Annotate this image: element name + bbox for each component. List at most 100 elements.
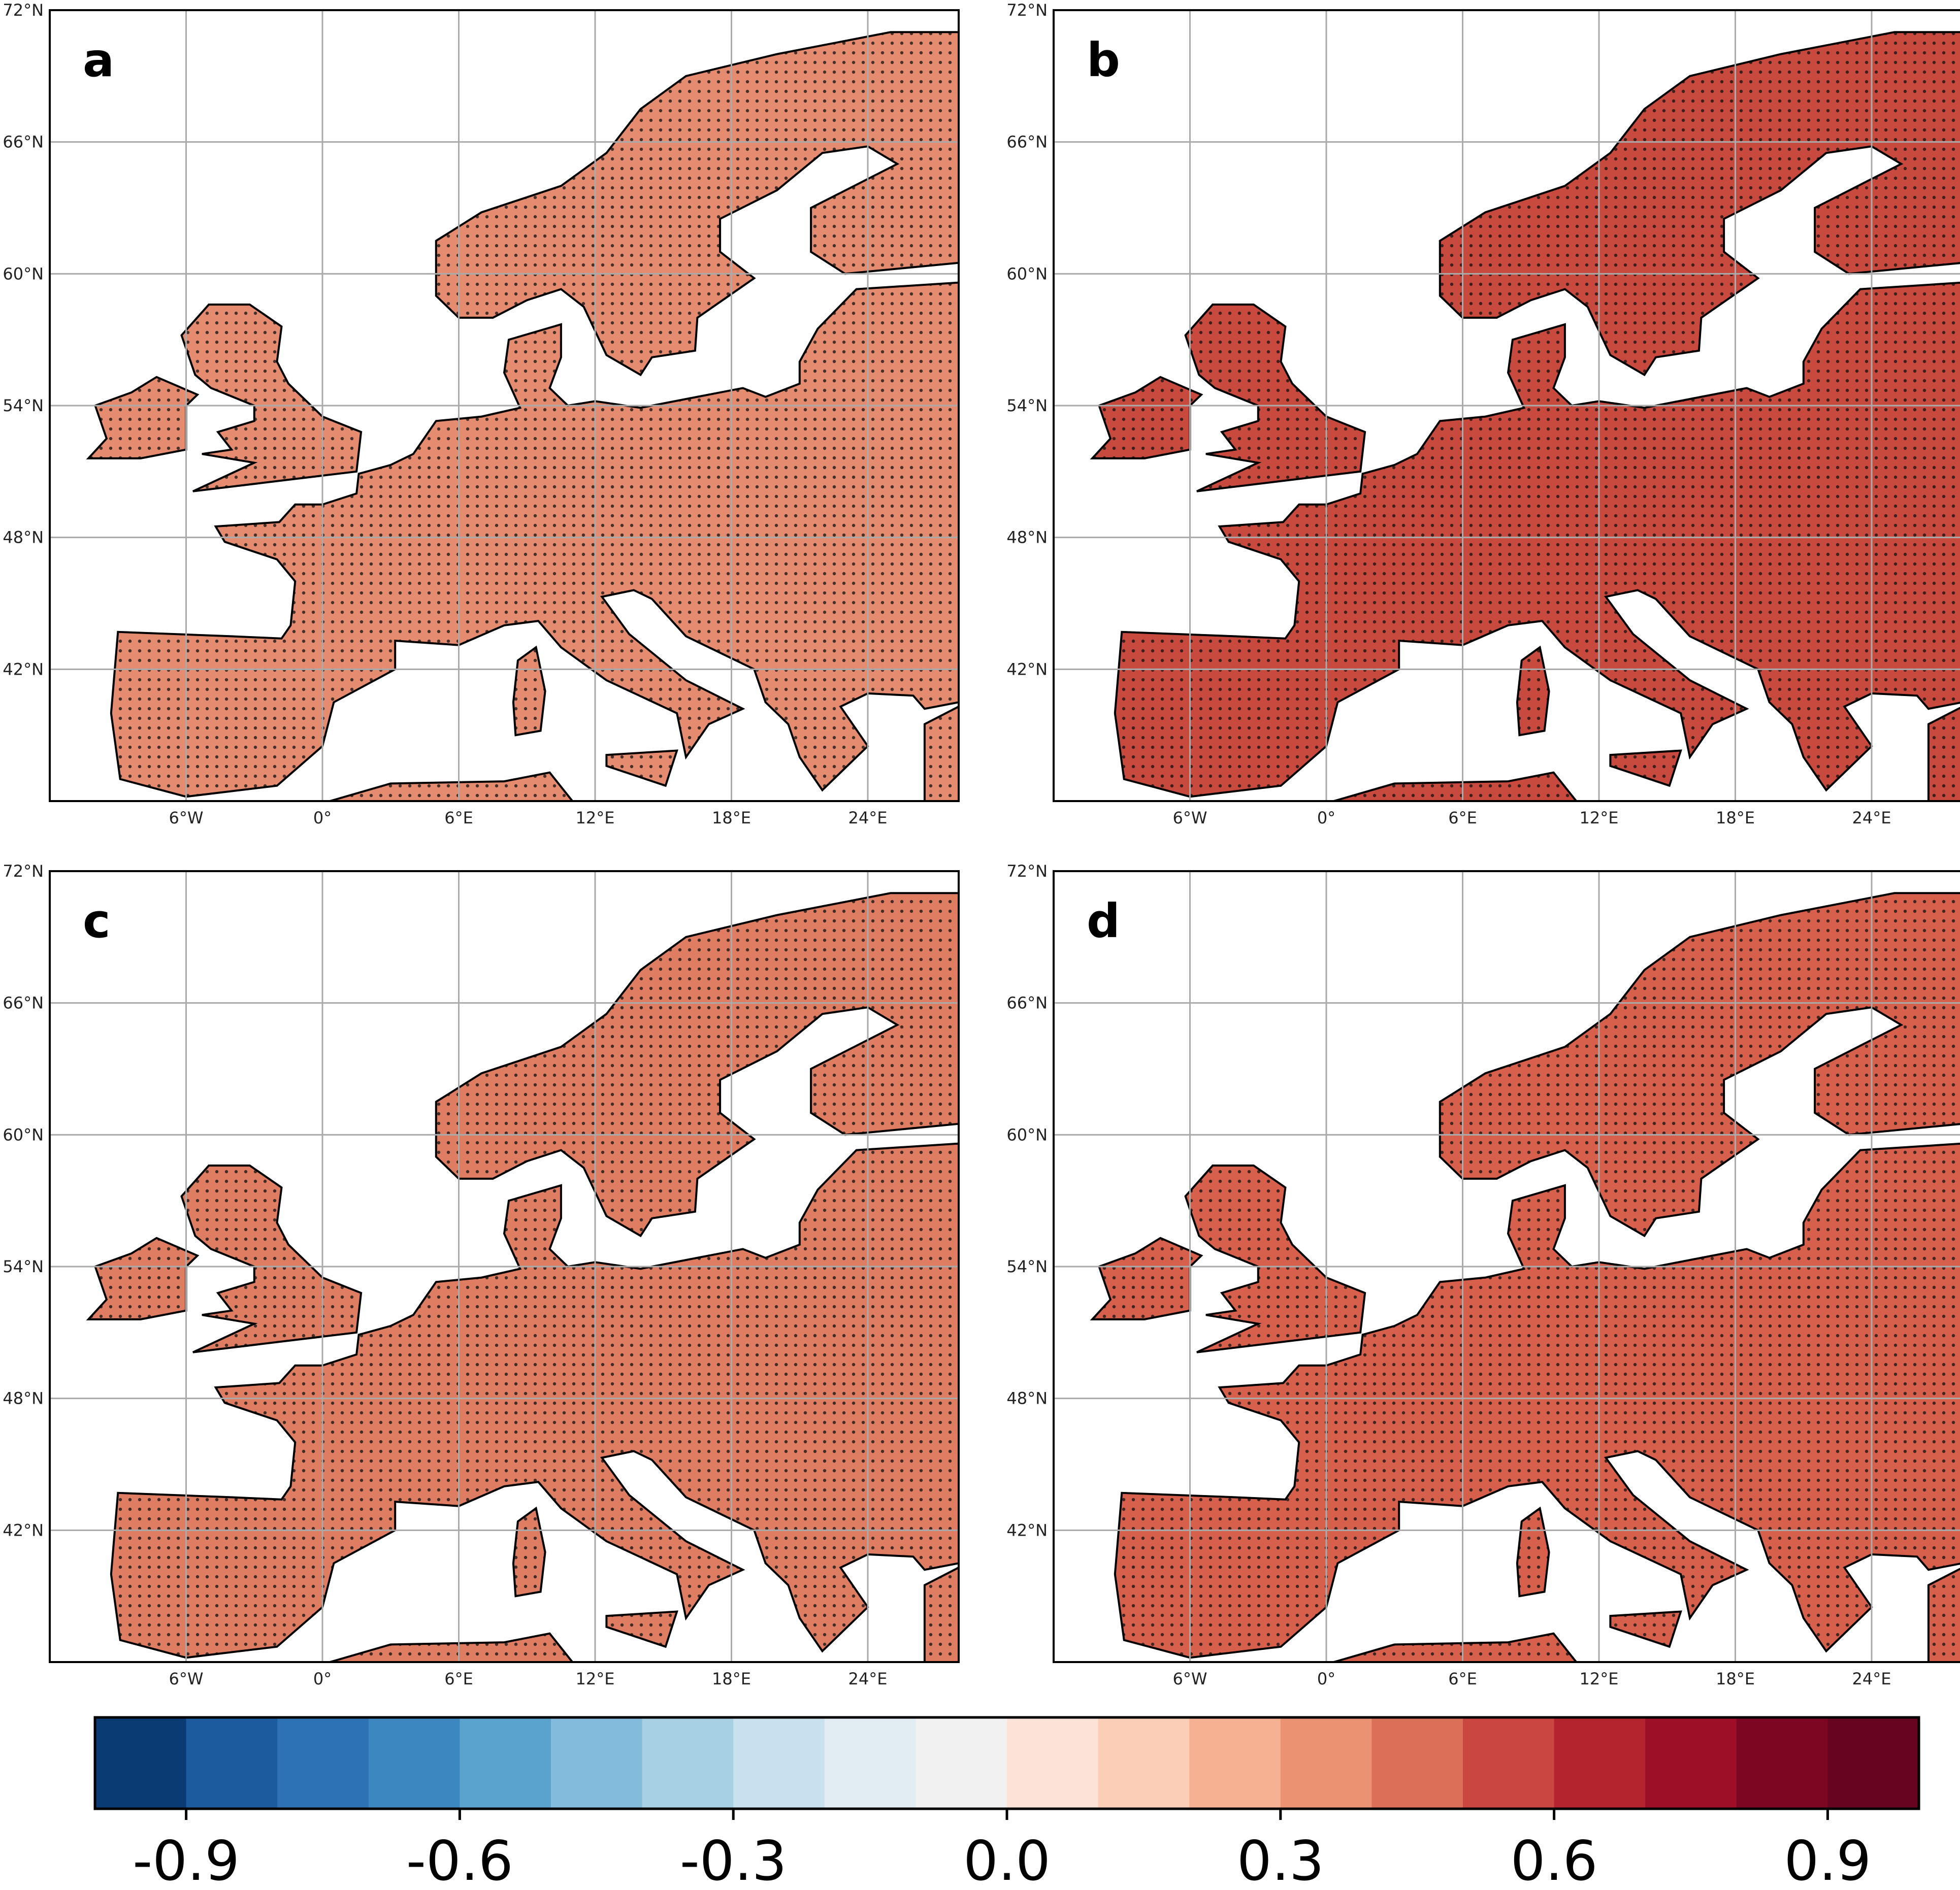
coastline <box>1439 892 1960 1238</box>
lat-tick-label: 42°N <box>1006 1520 1048 1540</box>
coastline <box>1090 1237 1203 1320</box>
colorbar-swatch <box>1827 1717 1919 1809</box>
lat-tick-label: 60°N <box>3 264 44 283</box>
lat-tick-label: 72°N <box>1006 861 1048 881</box>
map-panel: 72°N 66°N 60°N 54°N 48°N 42°N 6°W 0° 6°E 12°E 18°E… <box>1006 1 1960 827</box>
coastline <box>1516 1506 1550 1598</box>
panel-label: d <box>1087 894 1120 948</box>
lon-tick-label: 6°E <box>444 808 473 827</box>
stippling <box>1610 1611 1681 1647</box>
panel-label: c <box>83 894 111 948</box>
stippling <box>330 772 573 801</box>
panel-frame <box>1053 870 1960 1663</box>
panel-frame <box>1053 9 1960 802</box>
colorbar-swatch <box>733 1717 825 1809</box>
coastline <box>512 1506 546 1598</box>
coastline <box>1090 376 1203 459</box>
lon-tick-label: 18°E <box>712 808 751 827</box>
colorbar-tick-label: -0.3 <box>680 1830 787 1890</box>
coastline <box>435 892 959 1238</box>
colorbar-swatch <box>642 1717 734 1809</box>
lon-tick-label: 12°E <box>576 808 615 827</box>
stippling <box>330 1633 573 1662</box>
colorbar-tick-label: -0.6 <box>406 1830 513 1890</box>
colorbar-swatch <box>1007 1717 1099 1809</box>
colorbar-swatch <box>186 1717 278 1809</box>
stippling <box>1333 1633 1577 1662</box>
lat-tick-label: 54°N <box>3 396 44 415</box>
colorbar-swatch <box>916 1717 1007 1809</box>
lon-tick-label: 0° <box>313 1669 332 1688</box>
lon-tick-label: 0° <box>1317 808 1335 827</box>
coastline <box>1516 645 1550 737</box>
coastline <box>86 376 200 459</box>
lat-tick-label: 72°N <box>1006 1 1048 20</box>
colorbar-tick-label: 0.6 <box>1511 1830 1598 1890</box>
panel-frame <box>49 9 960 802</box>
stippling <box>606 750 677 786</box>
panel-label: b <box>1087 33 1120 87</box>
lon-tick-label: 12°E <box>1580 808 1619 827</box>
lat-tick-label: 66°N <box>1006 132 1048 152</box>
lon-tick-label: 6°E <box>1448 1669 1477 1688</box>
lon-tick-label: 24°E <box>848 1669 888 1688</box>
stippling <box>1333 772 1577 801</box>
stippling <box>1928 1569 1960 1662</box>
lat-tick-label: 42°N <box>1006 659 1048 679</box>
colorbar-swatch <box>1645 1717 1737 1809</box>
lat-tick-label: 48°N <box>1006 1389 1048 1408</box>
colorbar-swatch <box>1098 1717 1190 1809</box>
lat-tick-label: 42°N <box>3 659 44 679</box>
colorbar-tick-label: -0.9 <box>133 1830 240 1890</box>
stippling <box>1185 1165 1365 1352</box>
stippling <box>1440 32 1960 375</box>
coastline <box>86 1237 200 1320</box>
lon-tick-label: 6°W <box>169 1669 204 1688</box>
stippling <box>88 1238 198 1319</box>
stippling <box>1610 750 1681 786</box>
coastline <box>326 1632 574 1662</box>
colorbar-swatch <box>1463 1717 1555 1809</box>
coastline <box>1330 771 1578 801</box>
coastline <box>1114 281 1960 798</box>
lon-tick-label: 24°E <box>1852 808 1891 827</box>
colorbar-swatch <box>1189 1717 1281 1809</box>
coastline <box>110 1142 959 1659</box>
coastline <box>605 1610 678 1648</box>
colorbar-swatch <box>368 1717 460 1809</box>
lat-tick-label: 60°N <box>1006 1125 1048 1144</box>
lat-tick-label: 66°N <box>3 132 44 152</box>
stippling <box>1185 304 1365 491</box>
coastline <box>1927 1568 1960 1662</box>
colorbar-tick-label: 0.3 <box>1237 1830 1324 1890</box>
stippling <box>1440 893 1960 1236</box>
panel-frame <box>49 870 960 1663</box>
coastline <box>605 749 678 787</box>
lon-tick-label: 0° <box>1317 1669 1335 1688</box>
coastline <box>1330 1632 1578 1662</box>
lat-tick-label: 60°N <box>1006 264 1048 283</box>
lat-tick-label: 54°N <box>1006 396 1048 415</box>
colorbar-tick-label: 0.9 <box>1784 1830 1872 1890</box>
stippling <box>181 1165 362 1352</box>
lon-tick-label: 24°E <box>848 808 888 827</box>
stippling <box>924 706 959 801</box>
lat-tick-label: 48°N <box>3 528 44 547</box>
lat-tick-label: 72°N <box>3 1 44 20</box>
coastline <box>923 705 959 801</box>
stippling <box>181 304 362 491</box>
map-area <box>50 871 959 1662</box>
stippling <box>436 32 959 375</box>
lat-tick-label: 66°N <box>1006 993 1048 1013</box>
coastline <box>512 645 546 737</box>
lat-tick-label: 54°N <box>3 1257 44 1276</box>
lat-tick-label: 48°N <box>1006 528 1048 547</box>
lon-tick-label: 18°E <box>1716 1669 1755 1688</box>
lon-tick-label: 18°E <box>712 1669 751 1688</box>
colorbar-swatch <box>824 1717 916 1809</box>
stippling <box>924 1567 959 1662</box>
colorbar-swatch <box>1736 1717 1828 1809</box>
colorbar-swatch <box>277 1717 369 1809</box>
map-panel: 72°N 66°N 60°N 54°N 48°N 42°N 6°W 0° 6°E 12°E 18°E… <box>1006 861 1960 1688</box>
